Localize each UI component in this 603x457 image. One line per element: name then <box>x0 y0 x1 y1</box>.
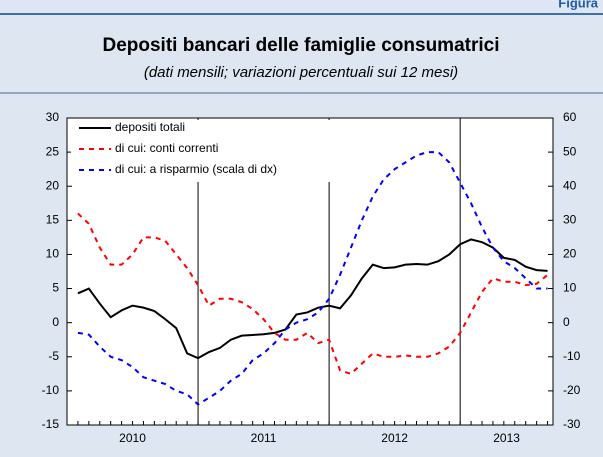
y2-tick-label: 60 <box>563 110 577 124</box>
series-line <box>77 212 549 375</box>
y2-tick-label: -30 <box>563 417 581 431</box>
y2-tick-label: 30 <box>563 213 577 227</box>
y2-tick-label: -20 <box>563 383 581 397</box>
legend-label: di cui: conti correnti <box>115 141 218 155</box>
y2-tick-label: -10 <box>563 349 581 363</box>
legend-label: depositi totali <box>115 120 185 134</box>
legend-label: di cui: a risparmio (scala di dx) <box>115 162 277 176</box>
chart-title: Depositi bancari delle famiglie consumat… <box>102 35 499 56</box>
x-tick-label: 2010 <box>119 431 146 445</box>
y-tick-label: 15 <box>46 213 60 227</box>
y-tick-label: -10 <box>42 383 60 397</box>
chart-subtitle: (dati mensili; variazioni percentuali su… <box>144 64 458 81</box>
x-tick-label: 2011 <box>251 431 277 445</box>
series-line <box>77 151 548 406</box>
y-tick-label: 25 <box>46 144 60 158</box>
y2-tick-label: 0 <box>563 315 570 329</box>
y2-tick-label: 50 <box>563 144 577 158</box>
y-tick-label: -5 <box>48 349 59 363</box>
y-tick-label: 20 <box>46 178 60 192</box>
y2-tick-label: 40 <box>563 178 577 192</box>
y2-tick-label: 20 <box>563 247 577 261</box>
legend-box <box>71 120 346 182</box>
x-tick-label: 2012 <box>381 431 408 445</box>
x-tick-label: 2013 <box>493 431 520 445</box>
y-tick-label: 0 <box>52 315 59 329</box>
y2-tick-label: 10 <box>563 281 577 295</box>
y-tick-label: 10 <box>46 247 60 261</box>
y-tick-label: 30 <box>46 110 60 124</box>
y-tick-label: -15 <box>42 417 60 431</box>
series-line <box>77 238 548 360</box>
figure-label: Figura <box>558 0 598 10</box>
y-tick-label: 5 <box>52 281 59 295</box>
